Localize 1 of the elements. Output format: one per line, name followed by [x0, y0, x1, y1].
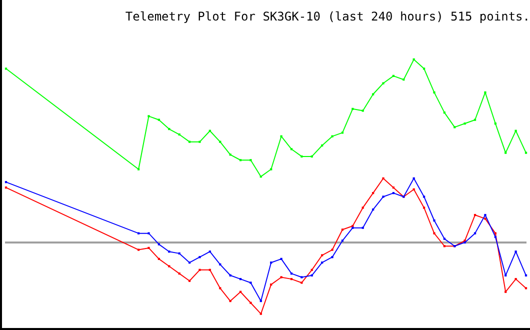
- chart-title: Telemetry Plot For SK3GK-10 (last 240 hours) 515 points.: [125, 9, 530, 24]
